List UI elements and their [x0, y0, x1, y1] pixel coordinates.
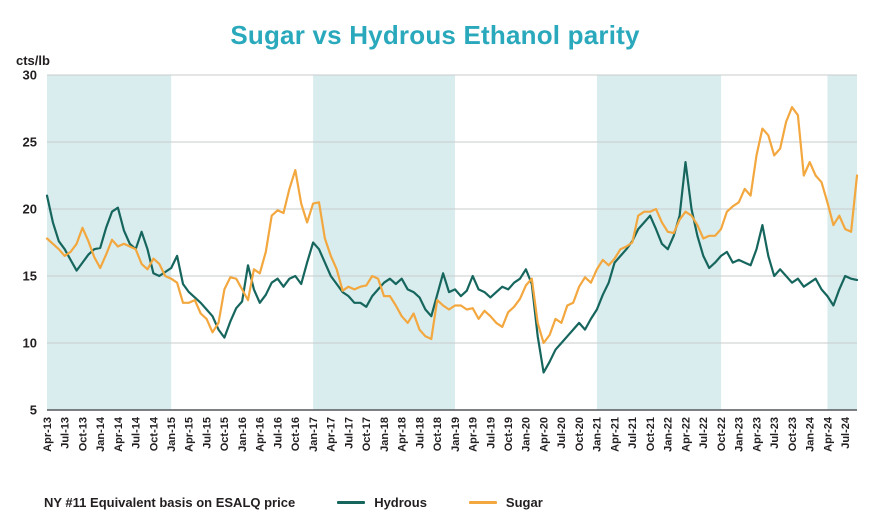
- x-tick-label: Jan-14: [95, 416, 107, 452]
- x-tick-label: Apr-19: [468, 417, 480, 452]
- x-tick-label: Jan-22: [663, 417, 675, 452]
- x-tick-label: Oct-13: [77, 417, 89, 451]
- x-tick-label: Jan-15: [166, 417, 178, 452]
- x-tick-label: Apr-17: [326, 417, 338, 452]
- x-tick-label: Oct-21: [645, 417, 657, 451]
- x-tick-label: Oct-19: [503, 417, 515, 451]
- legend-label-sugar: Sugar: [505, 495, 543, 510]
- y-tick-label: 5: [30, 403, 37, 418]
- y-tick-label: 25: [23, 135, 37, 150]
- x-tick-label: Jul-14: [131, 416, 143, 449]
- x-tick-label: Oct-15: [219, 417, 231, 451]
- x-tick-label: Jan-24: [805, 416, 817, 452]
- x-tick-label: Jan-19: [450, 417, 462, 452]
- x-tick-label: Jul-15: [201, 417, 213, 449]
- x-tick-label: Jul-24: [840, 416, 852, 449]
- x-tick-label: Jul-19: [485, 417, 497, 449]
- x-tick-label: Jul-21: [627, 417, 639, 449]
- x-tick-label: Jan-23: [734, 417, 746, 452]
- x-tick-label: Jul-17: [343, 417, 355, 449]
- y-tick-label: 20: [23, 202, 37, 217]
- chart-title: Sugar vs Hydrous Ethanol parity: [230, 20, 640, 50]
- series-line-sugar: [45, 106, 859, 345]
- season-band: [596, 75, 722, 410]
- y-axis-unit-label: cts/lb: [16, 53, 50, 68]
- y-tick-label: 15: [23, 269, 37, 284]
- x-tick-label: Jan-17: [308, 417, 320, 452]
- x-tick-label: Jan-18: [379, 417, 391, 452]
- x-tick-label: Jan-21: [592, 417, 604, 452]
- season-band: [827, 75, 857, 410]
- legend-label-hydrous: Hydrous: [374, 495, 427, 510]
- season-band: [47, 75, 172, 410]
- sugar-line-swatch: [468, 501, 497, 504]
- x-tick-label: Apr-23: [751, 417, 763, 452]
- x-tick-label: Jul-23: [769, 417, 781, 449]
- x-tick-label: Jul-22: [698, 417, 710, 449]
- x-tick-label: Oct-20: [574, 417, 586, 451]
- x-tick-label: Apr-14: [113, 416, 125, 452]
- x-tick-label: Oct-23: [787, 417, 799, 451]
- x-tick-label: Jul-20: [556, 417, 568, 449]
- x-tick-label: Oct-16: [290, 417, 302, 451]
- x-tick-label: Apr-18: [397, 417, 409, 452]
- y-tick-label: 10: [23, 336, 37, 351]
- x-tick-label: Jul-13: [60, 417, 72, 449]
- series-line-hydrous: [45, 161, 859, 374]
- x-tick-label: Apr-21: [609, 417, 621, 452]
- x-tick-label: Oct-17: [361, 417, 373, 451]
- x-tick-label: Jan-16: [237, 417, 249, 452]
- season-band: [313, 75, 455, 410]
- legend-item-sugar: Sugar: [468, 495, 543, 510]
- x-tick-label: Apr-16: [255, 417, 267, 452]
- x-tick-label: Jan-20: [521, 417, 533, 452]
- x-tick-label: Oct-18: [432, 417, 444, 451]
- x-tick-label: Apr-20: [538, 417, 550, 452]
- legend-item-hydrous: Hydrous: [337, 495, 427, 510]
- chart-footer: NY #11 Equivalent basis on ESALQ price H…: [44, 495, 543, 510]
- x-tick-label: Oct-22: [716, 417, 728, 451]
- x-tick-label: Apr-13: [42, 417, 54, 452]
- footnote: NY #11 Equivalent basis on ESALQ price: [44, 495, 296, 510]
- x-tick-label: Apr-24: [822, 416, 834, 452]
- x-tick-label: Apr-22: [680, 417, 692, 452]
- x-tick-label: Apr-15: [184, 417, 196, 452]
- x-tick-label: Jul-16: [272, 417, 284, 449]
- x-tick-label: Oct-14: [148, 416, 160, 451]
- y-tick-label: 30: [23, 68, 37, 83]
- x-tick-label: Jul-18: [414, 417, 426, 449]
- hydrous-line-swatch: [337, 501, 366, 504]
